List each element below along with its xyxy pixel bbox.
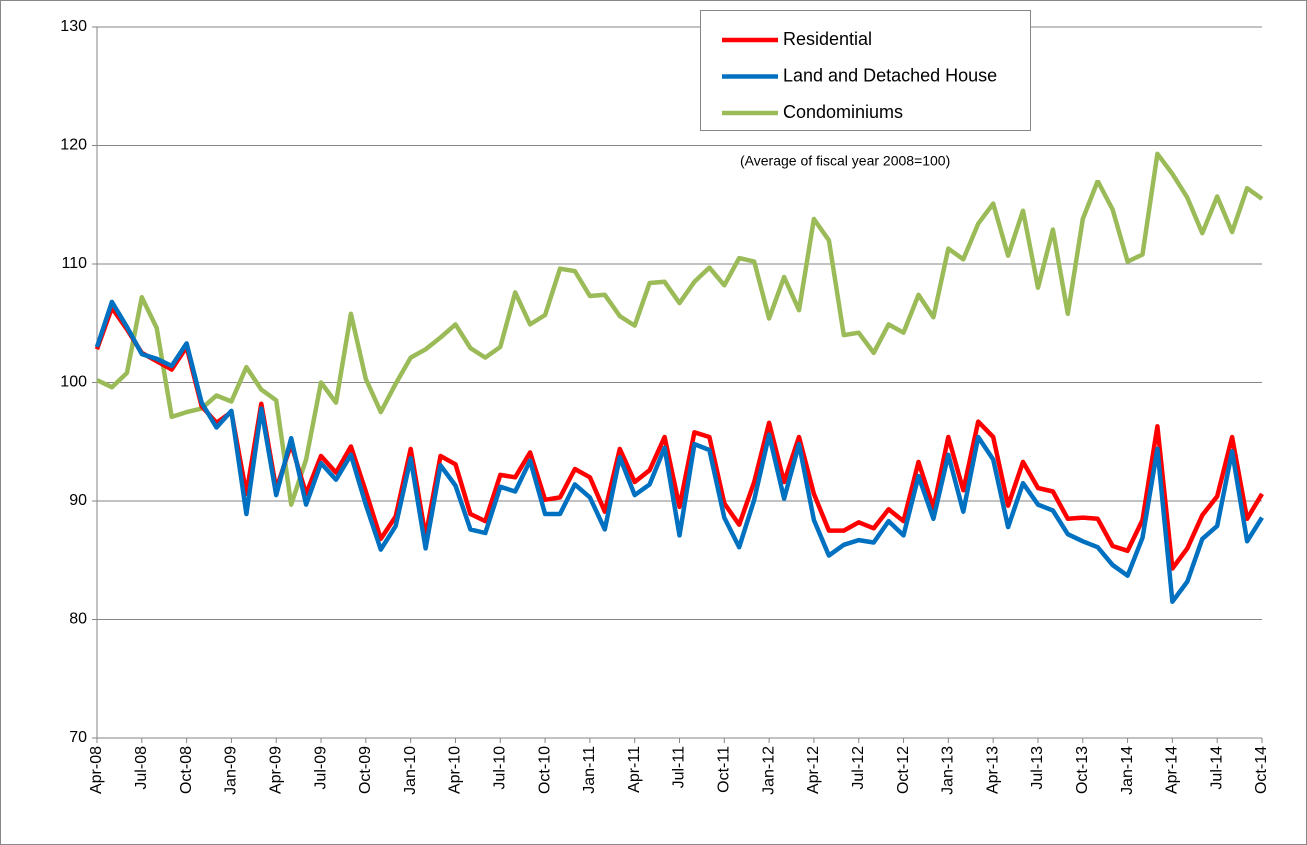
x-tick-label: Apr-10 (447, 746, 464, 794)
x-tick-label: Jan-09 (223, 746, 240, 795)
x-tick-label: Jul-10 (491, 746, 508, 790)
y-tick-label: 110 (61, 255, 87, 272)
x-tick-label: Oct-10 (536, 746, 553, 794)
x-tick-label: Jan-11 (581, 746, 598, 794)
x-tick-label: Jul-09 (312, 746, 329, 790)
annotation: (Average of fiscal year 2008=100) (740, 153, 950, 169)
legend-label: Land and Detached House (783, 65, 997, 85)
legend-label: Residential (783, 29, 872, 49)
y-tick-label: 100 (60, 374, 87, 391)
y-tick-label: 70 (69, 729, 87, 746)
x-tick-label: Apr-08 (88, 746, 105, 794)
x-tick-label: Jul-11 (671, 746, 688, 788)
y-tick-label: 120 (60, 137, 87, 154)
x-tick-label: Apr-13 (984, 746, 1001, 794)
x-tick-label: Apr-11 (626, 746, 643, 793)
x-tick-label: Jan-12 (760, 746, 777, 795)
series-line (94, 299, 1264, 604)
x-tick-label: Apr-09 (267, 746, 284, 794)
annotation-bg (732, 146, 1118, 180)
x-tick-label: Apr-14 (1164, 746, 1181, 794)
x-tick-label: Oct-08 (178, 746, 195, 794)
x-tick-label: Apr-12 (805, 746, 822, 794)
x-tick-label: Jan-14 (1119, 746, 1136, 795)
x-tick-label: Jul-14 (1208, 746, 1225, 790)
legend-box (700, 10, 1031, 131)
y-tick-label: 130 (60, 18, 87, 35)
x-tick-label: Jan-13 (940, 746, 957, 795)
y-tick-label: 90 (69, 492, 87, 509)
x-tick-label: Jul-12 (850, 746, 867, 790)
x-tick-label: Jan-10 (402, 746, 419, 795)
y-tick-label: 80 (69, 611, 87, 628)
x-tick-label: Jul-13 (1029, 746, 1046, 790)
x-tick-label: Oct-12 (895, 746, 912, 794)
legend-label: Condominiums (783, 102, 903, 122)
x-tick-label: Oct-14 (1253, 746, 1270, 794)
x-tick-label: Oct-13 (1074, 746, 1091, 794)
x-tick-label: Oct-09 (357, 746, 374, 794)
x-tick-label: Jul-08 (133, 746, 150, 790)
series-line (96, 151, 1264, 507)
x-tick-label: Oct-11 (716, 746, 733, 793)
